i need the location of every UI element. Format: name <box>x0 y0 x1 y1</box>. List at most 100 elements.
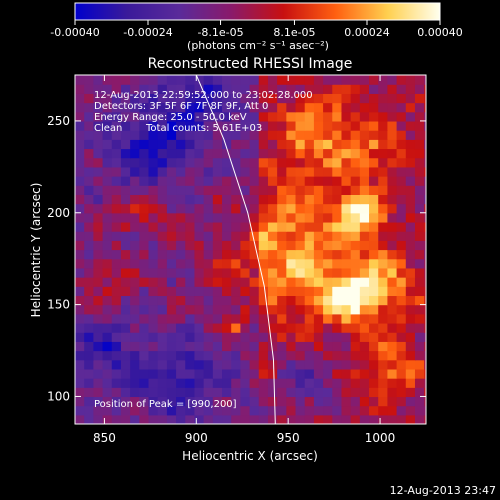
heatmap-cell <box>258 396 269 407</box>
heatmap-cell <box>102 378 113 388</box>
heatmap-cell <box>120 221 131 232</box>
heatmap-cell <box>75 75 85 85</box>
heatmap-cell <box>378 120 389 131</box>
heatmap-cell <box>139 176 150 186</box>
heatmap-cell <box>350 176 361 186</box>
heatmap-cell <box>185 166 196 177</box>
heatmap-cell <box>212 322 223 333</box>
heatmap-cell <box>424 267 426 278</box>
heatmap-cell <box>396 295 407 306</box>
heatmap-cell <box>424 157 426 168</box>
heatmap-cell <box>378 387 389 398</box>
heatmap-cell <box>304 176 315 186</box>
heatmap-cell <box>295 267 306 278</box>
heatmap-cell <box>231 139 241 150</box>
heatmap-cell <box>84 84 94 94</box>
heatmap-cell <box>258 194 269 205</box>
heatmap-cell <box>424 350 426 361</box>
heatmap-cell <box>93 359 104 370</box>
heatmap-cell <box>277 231 287 241</box>
heatmap-cell <box>313 350 324 361</box>
heatmap-cell <box>102 414 113 424</box>
heatmap-cell <box>313 130 324 140</box>
heatmap-cell <box>240 166 251 177</box>
heatmap-cell <box>295 111 306 122</box>
heatmap-cell <box>313 359 324 370</box>
heatmap-cell <box>148 194 159 205</box>
heatmap-cell <box>286 396 297 407</box>
heatmap-cell <box>313 267 324 278</box>
heatmap-cell <box>424 396 426 407</box>
heatmap-cell <box>75 221 85 232</box>
heatmap-cell <box>130 166 140 177</box>
heatmap-cell <box>185 286 196 297</box>
heatmap-cell <box>148 313 159 324</box>
heatmap-cell <box>212 350 223 361</box>
heatmap-cell <box>185 194 196 205</box>
heatmap-cell <box>341 249 352 260</box>
heatmap-cell <box>222 176 232 186</box>
heatmap-cell <box>185 277 196 287</box>
heatmap-cell <box>277 258 287 269</box>
heatmap-cell <box>313 405 324 416</box>
heatmap-cell <box>157 277 168 287</box>
heatmap-cell <box>157 84 168 94</box>
heatmap-cell <box>405 148 416 159</box>
heatmap-cell <box>350 359 361 370</box>
heatmap-cell <box>111 93 122 104</box>
heatmap-cell <box>111 396 122 407</box>
heatmap-cell <box>295 166 306 177</box>
heatmap-cell <box>341 111 352 122</box>
heatmap-cell <box>332 75 343 85</box>
heatmap-cell <box>212 295 223 306</box>
heatmap-cell <box>231 231 241 241</box>
heatmap-cell <box>332 258 343 269</box>
heatmap-cell <box>359 221 370 232</box>
heatmap-cell <box>424 332 426 342</box>
heatmap-cell <box>258 332 269 342</box>
heatmap-cell <box>387 304 398 315</box>
annotation-total-counts: Total counts: 5.61E+03 <box>145 123 262 134</box>
heatmap-cell <box>93 277 104 287</box>
heatmap-cell <box>185 332 196 342</box>
heatmap-cell <box>102 304 113 315</box>
heatmap-cell <box>424 414 426 424</box>
heatmap-cell <box>111 295 122 306</box>
heatmap-cell <box>405 359 416 370</box>
x-axis-label: Heliocentric X (arcsec) <box>182 449 318 463</box>
heatmap-cell <box>249 120 260 131</box>
heatmap-cell <box>313 332 324 342</box>
heatmap-cell <box>304 322 315 333</box>
heatmap-cell <box>130 212 140 223</box>
heatmap-cell <box>295 157 306 168</box>
heatmap-cell <box>359 212 370 223</box>
heatmap-cell <box>194 387 205 398</box>
heatmap-cell <box>222 221 232 232</box>
heatmap-cell <box>194 176 205 186</box>
heatmap-cell <box>295 387 306 398</box>
heatmap-cell <box>93 368 104 379</box>
heatmap-cell <box>157 258 168 269</box>
heatmap-cell <box>185 221 196 232</box>
heatmap-cell <box>176 166 186 177</box>
heatmap-cell <box>313 176 324 186</box>
heatmap-cell <box>185 414 196 424</box>
heatmap-cell <box>157 75 168 85</box>
heatmap-cell <box>277 240 287 251</box>
heatmap-cell <box>286 120 297 131</box>
heatmap-cell <box>414 240 425 251</box>
heatmap-cell <box>414 75 425 85</box>
heatmap-cell <box>111 341 122 352</box>
heatmap-cell <box>396 203 407 214</box>
heatmap-cell <box>102 341 113 352</box>
heatmap-cell <box>139 322 150 333</box>
heatmap-cell <box>378 212 389 223</box>
heatmap-cell <box>350 130 361 140</box>
heatmap-cell <box>130 387 140 398</box>
heatmap-cell <box>222 359 232 370</box>
heatmap-cell <box>166 194 177 205</box>
heatmap-cell <box>157 93 168 104</box>
heatmap-cell <box>267 378 278 388</box>
heatmap-cell <box>258 111 269 122</box>
heatmap-cell <box>75 139 85 150</box>
